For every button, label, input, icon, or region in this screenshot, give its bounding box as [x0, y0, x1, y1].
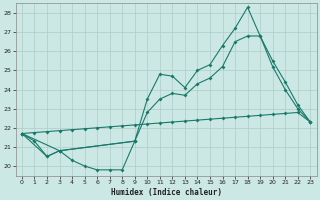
X-axis label: Humidex (Indice chaleur): Humidex (Indice chaleur)	[111, 188, 221, 197]
